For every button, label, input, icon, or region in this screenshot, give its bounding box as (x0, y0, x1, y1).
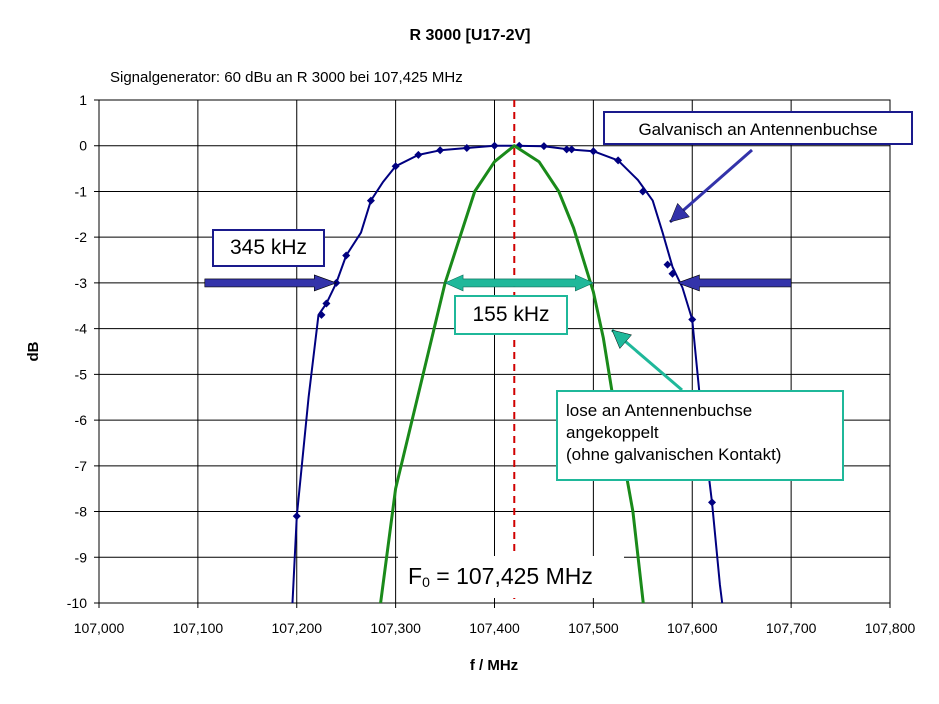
x-tick-label: 107,800 (865, 620, 916, 636)
y-tick-label: -5 (75, 366, 88, 382)
x-axis-ticks: 107,000 107,100 107,200 107,300 107,400 107,5… (74, 620, 916, 636)
x-tick-label: 107,400 (469, 620, 520, 636)
arrow-345-left (204, 274, 338, 292)
x-tick-label: 107,500 (568, 620, 619, 636)
series-marker (342, 251, 351, 260)
x-tick-label: 107,200 (271, 620, 322, 636)
series-marker (614, 156, 623, 165)
series-line-1 (291, 144, 724, 603)
annotation-bandwidth-345: 345 kHz (212, 229, 325, 267)
y-axis-label: dB (25, 341, 42, 361)
x-tick-label: 107,700 (766, 620, 817, 636)
chart-title: R 3000 [U17-2V] (410, 27, 531, 44)
y-tick-label: -2 (75, 229, 88, 245)
y-tick-label: -8 (75, 504, 88, 520)
series-marker (668, 269, 677, 278)
lose-line-1: lose an Antennenbuchse (566, 401, 753, 420)
grid (94, 99, 891, 608)
f0-value: = 107,425 MHz (429, 563, 593, 589)
lose-line-2: angekoppelt (566, 423, 659, 442)
series-marker (462, 144, 471, 153)
series-marker (317, 310, 326, 319)
y-tick-label: -4 (75, 321, 88, 337)
y-tick-label: -9 (75, 549, 88, 565)
series-marker (414, 150, 423, 159)
x-axis-label: f / MHz (470, 657, 518, 674)
series-group (291, 141, 724, 603)
series-marker (322, 299, 331, 308)
y-axis-ticks: 1 0 -1 -2 -3 -4 -5 -6 -7 -8 -9 -10 (67, 92, 87, 611)
series-marker (663, 260, 672, 269)
y-tick-label: 0 (79, 138, 87, 154)
annotation-lose-coupled: lose an Antennenbuchse angekoppelt (ohne… (556, 390, 844, 481)
y-tick-label: -6 (75, 412, 88, 428)
x-tick-label: 107,300 (370, 620, 421, 636)
f0-subscript: 0 (422, 574, 430, 590)
y-tick-label: -10 (67, 595, 87, 611)
series-marker (366, 196, 375, 205)
y-tick-label: -3 (75, 275, 88, 291)
series-marker (562, 145, 571, 154)
series-line-2 (379, 144, 645, 603)
series-marker (567, 145, 576, 154)
annotation-bandwidth-155: 155 kHz (454, 295, 568, 335)
arrow-345-right (676, 274, 792, 292)
y-tick-label: -1 (75, 183, 88, 199)
chart-subtitle: Signalgenerator: 60 dBu an R 3000 bei 10… (110, 69, 463, 86)
series-marker (688, 315, 697, 324)
f0-prefix: F (408, 563, 423, 589)
series-marker (436, 146, 445, 155)
annotation-galvanisch: Galvanisch an Antennenbuchse (603, 111, 913, 145)
arrows-group (204, 148, 792, 392)
annotation-f0: F0 = 107,425 MHz (398, 556, 624, 598)
arrow-galvanisch-pointer-head (669, 202, 690, 223)
series-marker (490, 141, 499, 150)
series-marker (638, 187, 647, 196)
y-tick-label: -7 (75, 458, 88, 474)
arrow-155-double (444, 274, 595, 292)
series-marker (391, 162, 400, 171)
series-marker (539, 142, 548, 151)
y-tick-label: 1 (79, 92, 87, 108)
lose-line-3: (ohne galvanischen Kontakt) (566, 445, 782, 464)
arrow-lose-pointer-head (611, 329, 632, 350)
series-marker (589, 147, 598, 156)
series-marker (292, 512, 301, 521)
x-tick-label: 107,100 (173, 620, 224, 636)
series-marker (708, 498, 717, 507)
x-tick-label: 107,000 (74, 620, 125, 636)
x-tick-label: 107,600 (667, 620, 718, 636)
